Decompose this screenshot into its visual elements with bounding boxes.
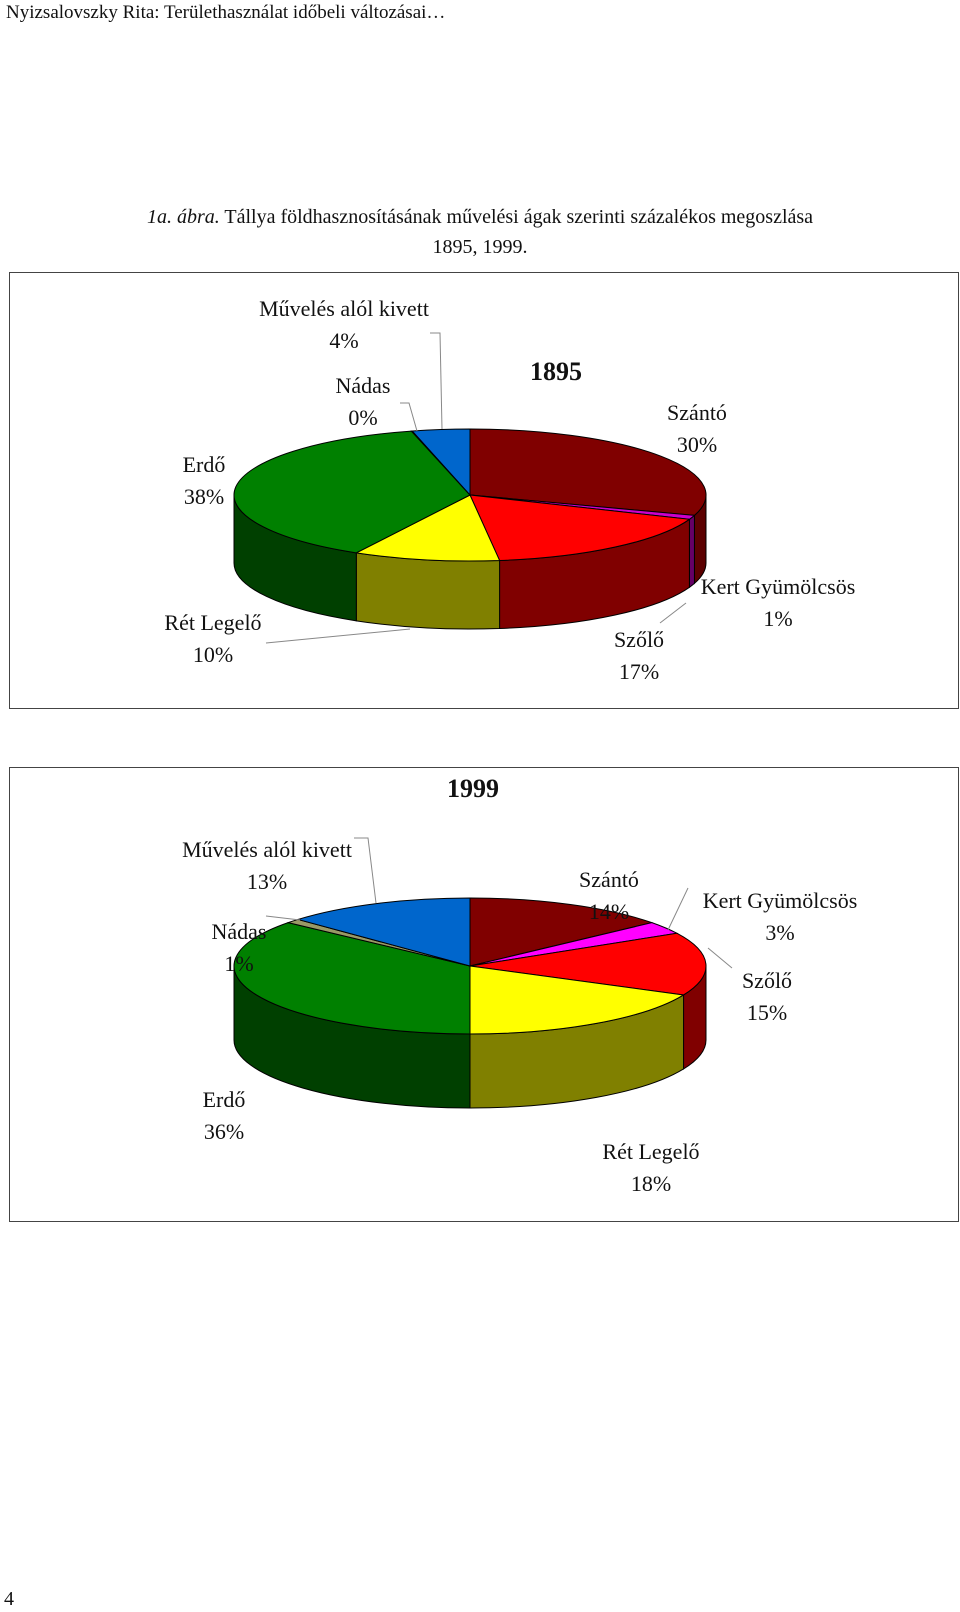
chart-1895-leader-nadas (400, 402, 418, 432)
pie-1895-slice-erdo (233, 430, 471, 554)
caption-line-1: 1a. ábra. Tállya földhasznosításának műv… (0, 202, 960, 232)
label-1895-erdo-value: 38% (183, 484, 225, 509)
chart-1999-leader-szolo (707, 947, 733, 969)
page-header: Nyizsalovszky Rita: Területhasználat idő… (6, 2, 446, 23)
chart-title-1999: 1999 (447, 774, 499, 803)
chart-1999-leader-kert (667, 887, 689, 931)
chart-title-1895: 1895 (530, 357, 582, 386)
label-1895-ret: Rét Legelő 10% (164, 607, 261, 671)
label-1999-szolo-value: 15% (746, 1000, 788, 1025)
label-1999-muveles-name: Művelés alól kivett (182, 837, 352, 862)
label-1895-erdo-name: Erdő (182, 452, 226, 477)
label-1999-ret: Rét Legelő 18% (602, 1136, 699, 1200)
label-1999-kert: Kert Gyümölcsös 3% (703, 885, 858, 949)
label-1999-szolo: Szőlő 15% (742, 965, 792, 1029)
pie-chart-1999-svg (233, 837, 733, 1109)
label-1895-szolo: Szőlő 17% (614, 624, 664, 688)
label-1895-nadas-value: 0% (348, 405, 378, 430)
label-1895-muveles-name: Művelés alól kivett (259, 296, 429, 321)
label-1999-szanto-value: 14% (588, 899, 630, 924)
label-1999-kert-value: 3% (765, 920, 795, 945)
pie-1999-slice-erdo (233, 922, 471, 1035)
chart-1895-leader-muveles (430, 332, 443, 430)
pie-1895-slice-ret-legelo (354, 494, 501, 562)
pie-1895-slice-szanto (469, 428, 707, 516)
caption-line-2: 1895, 1999. (432, 236, 528, 258)
pie-1999-sides (233, 965, 707, 1109)
caption-text: Tállya földhasznosításának művelési ágak… (219, 206, 814, 228)
label-1895-muveles-value: 4% (329, 328, 359, 353)
chart-1895-leader-ret (265, 628, 411, 644)
label-1999-szanto-name: Szántó (579, 867, 639, 892)
pie-1999-slice-muveles-alol-kivett (296, 897, 471, 967)
label-1895-szanto: Szántó 30% (667, 397, 727, 461)
label-1895-nadas-name: Nádas (335, 373, 391, 398)
pie-1895-slice-muveles-alol-kivett (411, 428, 471, 497)
pie-1999-slice-szolo (469, 932, 707, 996)
label-1999-muveles-value: 13% (246, 869, 288, 894)
pie-chart-1895-svg (233, 332, 707, 644)
label-1895-kert-name: Kert Gyümölcsös (700, 574, 856, 599)
pie-1895-sides (233, 494, 707, 630)
label-1999-ret-name: Rét Legelő (602, 1139, 700, 1164)
label-1999-erdo: Erdő 36% (203, 1084, 246, 1148)
label-1999-nadas-name: Nádas (211, 919, 267, 944)
page-number: 4 (4, 1588, 14, 1610)
label-1895-kert-value: 1% (763, 606, 793, 631)
label-1999-kert-name: Kert Gyümölcsös (702, 888, 858, 913)
chart-1999-leader-nadas (265, 915, 301, 921)
label-1999-ret-value: 18% (630, 1171, 672, 1196)
label-1895-erdo: Erdő 38% (183, 449, 226, 513)
chart-1999-leader-muveles (354, 837, 377, 904)
caption-label: 1a. ábra. (146, 206, 220, 228)
label-1999-muveles: Művelés alól kivett 13% (182, 834, 352, 898)
label-1895-muveles: Művelés alól kivett 4% (259, 293, 429, 357)
label-1999-erdo-name: Erdő (202, 1087, 246, 1112)
pie-1999-slice-szanto (469, 897, 654, 967)
label-1895-kert: Kert Gyümölcsös 1% (701, 571, 856, 635)
label-1999-nadas: Nádas 1% (212, 916, 267, 980)
label-1999-nadas-value: 1% (224, 951, 254, 976)
pie-chart-1895: 1895 Művelés alól kivett 4% Nádas 0% Szá… (9, 272, 959, 709)
pie-1895-tops (233, 428, 707, 562)
label-1895-ret-value: 10% (192, 642, 234, 667)
label-1895-nadas: Nádas 0% (336, 370, 391, 434)
chart-1895-leader-szolo (659, 602, 687, 624)
pie-1999-tops (233, 897, 707, 1035)
label-1895-szanto-value: 30% (676, 432, 718, 457)
label-1895-szolo-name: Szőlő (613, 627, 665, 652)
label-1999-szanto: Szántó 14% (579, 864, 639, 928)
label-1999-szolo-name: Szőlő (741, 968, 793, 993)
figure-caption: 1a. ábra. Tállya földhasznosításának műv… (0, 202, 960, 262)
pie-1895-side-kert-gyumolcsos (688, 514, 695, 589)
label-1895-ret-name: Rét Legelő (164, 610, 262, 635)
label-1895-szanto-name: Szántó (667, 400, 727, 425)
label-1895-szolo-value: 17% (618, 659, 660, 684)
label-1999-erdo-value: 36% (203, 1119, 245, 1144)
pie-1895-slice-szolo (469, 494, 691, 561)
pie-1999-slice-ret-legelo (469, 965, 685, 1035)
pie-1895-side-ret-legelo (355, 552, 501, 630)
pie-chart-1999: 1999 Művelés alól kivett 13% Nádas 1% Sz… (9, 767, 959, 1222)
